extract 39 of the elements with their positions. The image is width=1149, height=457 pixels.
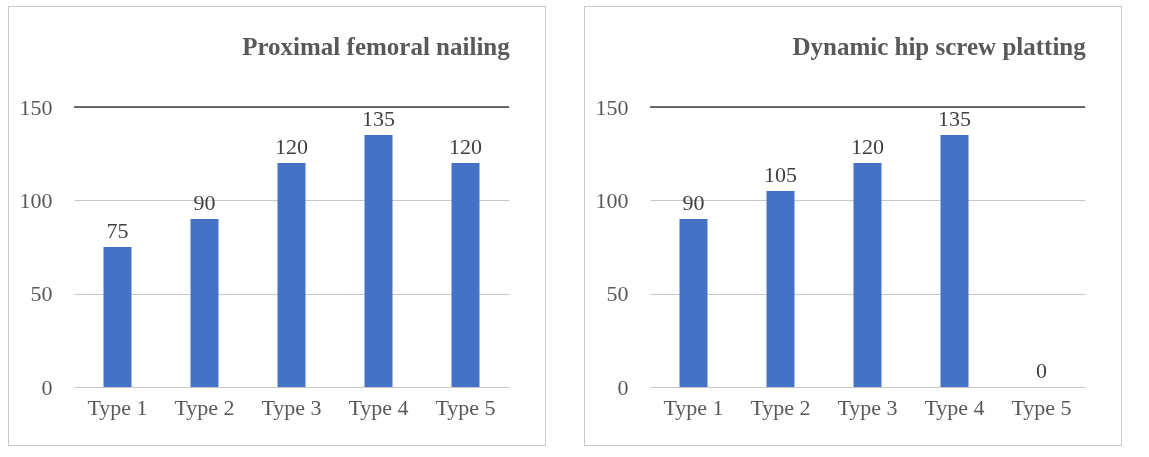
bar	[853, 163, 882, 387]
bar	[103, 247, 132, 387]
bar	[190, 219, 219, 387]
y-tick-label: 150	[595, 94, 629, 120]
y-tick-label: 150	[19, 94, 53, 120]
bar	[277, 163, 306, 387]
y-tick-label: 0	[41, 374, 53, 400]
data-label: 120	[275, 134, 308, 159]
x-tick-label: Type 3	[261, 394, 322, 420]
chart-title: Proximal femoral nailing	[242, 33, 511, 60]
x-tick-label: Type 1	[87, 394, 148, 420]
x-tick-label: Type 4	[924, 394, 985, 420]
data-label: 120	[851, 134, 884, 159]
data-label: 135	[362, 106, 395, 131]
data-label: 135	[938, 106, 971, 131]
data-label: 0	[1036, 358, 1047, 383]
data-label: 120	[449, 134, 482, 159]
y-tick-label: 100	[595, 187, 629, 213]
data-label: 105	[764, 162, 797, 187]
bar	[679, 219, 708, 387]
bar	[364, 135, 393, 387]
y-tick-label: 50	[30, 281, 53, 307]
x-tick-label: Type 3	[837, 394, 898, 420]
data-label: 90	[193, 190, 216, 215]
chart-title: Dynamic hip screw platting	[792, 33, 1087, 60]
bar	[766, 191, 795, 387]
x-tick-label: Type 2	[750, 394, 811, 420]
y-tick-label: 50	[606, 281, 629, 307]
x-tick-label: Type 5	[435, 394, 496, 420]
x-tick-label: Type 2	[174, 394, 235, 420]
x-tick-label: Type 4	[348, 394, 409, 420]
data-label: 75	[106, 218, 129, 243]
y-tick-label: 0	[617, 374, 629, 400]
data-label: 90	[682, 190, 705, 215]
x-tick-label: Type 1	[663, 394, 724, 420]
bar	[940, 135, 969, 387]
y-tick-label: 100	[19, 187, 53, 213]
bar	[451, 163, 480, 387]
x-tick-label: Type 5	[1011, 394, 1072, 420]
